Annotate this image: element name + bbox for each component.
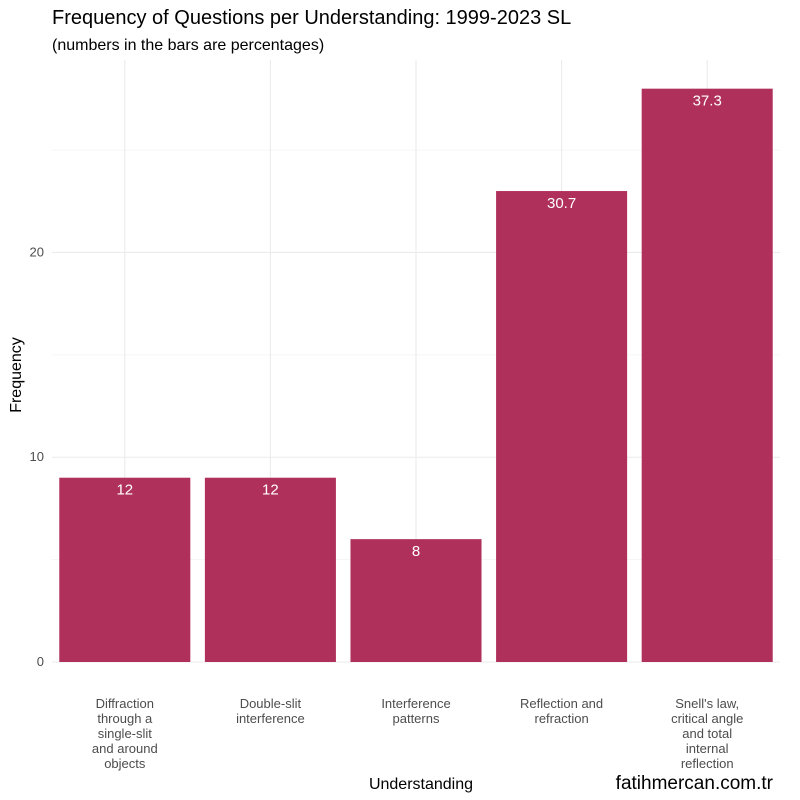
y-axis-ticks: 0 10 20 <box>30 244 44 669</box>
x-axis-ticks: Diffraction through a single-slit and aroun… <box>92 696 743 771</box>
x-tick-label-line: Reflection and <box>520 696 603 711</box>
x-tick-label-line: internal <box>686 741 729 756</box>
x-tick-label: Interference patterns <box>381 696 450 726</box>
x-tick-label-line: Interference <box>381 696 450 711</box>
data-labels: 12 12 8 30.7 37.3 <box>116 93 721 560</box>
data-label: 12 <box>116 482 133 499</box>
x-tick-label: Reflection and refraction <box>520 696 603 726</box>
x-tick-label-line: critical angle <box>671 711 743 726</box>
x-tick-label: Snell's law, critical angle and total inter… <box>671 696 743 771</box>
data-label: 12 <box>262 482 279 499</box>
x-tick-label: Diffraction through a single-slit and aroun… <box>92 696 158 771</box>
x-tick-label-line: refraction <box>534 711 588 726</box>
x-tick-label-line: interference <box>236 711 305 726</box>
x-tick-label: Double-slit interference <box>236 696 305 726</box>
x-axis-title: Understanding <box>369 776 473 793</box>
chart-title: Frequency of Questions per Understanding… <box>52 7 571 29</box>
bars <box>59 88 773 663</box>
bar <box>204 477 336 662</box>
chart-subtitle: (numbers in the bars are percentages) <box>52 37 324 54</box>
y-tick-label: 10 <box>30 449 44 464</box>
y-tick-label: 0 <box>37 654 44 669</box>
x-tick-label-line: reflection <box>681 756 734 771</box>
x-tick-label-line: and total <box>682 726 732 741</box>
y-axis-title: Frequency <box>8 337 25 413</box>
x-tick-label-line: objects <box>104 756 146 771</box>
x-tick-label-line: single-slit <box>98 726 153 741</box>
x-tick-label-line: through a <box>97 711 153 726</box>
bar <box>641 88 773 662</box>
bar <box>496 191 628 663</box>
bar <box>350 539 482 662</box>
x-tick-label-line: Double-slit <box>240 696 302 711</box>
data-label: 37.3 <box>693 93 722 110</box>
x-tick-label-line: Snell's law, <box>675 696 739 711</box>
data-label: 8 <box>412 543 420 560</box>
data-label: 30.7 <box>547 195 576 212</box>
bar <box>59 477 191 662</box>
y-tick-label: 20 <box>30 244 44 259</box>
x-tick-label-line: patterns <box>393 711 440 726</box>
caption: fatihmercan.com.tr <box>616 773 774 794</box>
x-tick-label-line: Diffraction <box>96 696 154 711</box>
x-tick-label-line: and around <box>92 741 158 756</box>
